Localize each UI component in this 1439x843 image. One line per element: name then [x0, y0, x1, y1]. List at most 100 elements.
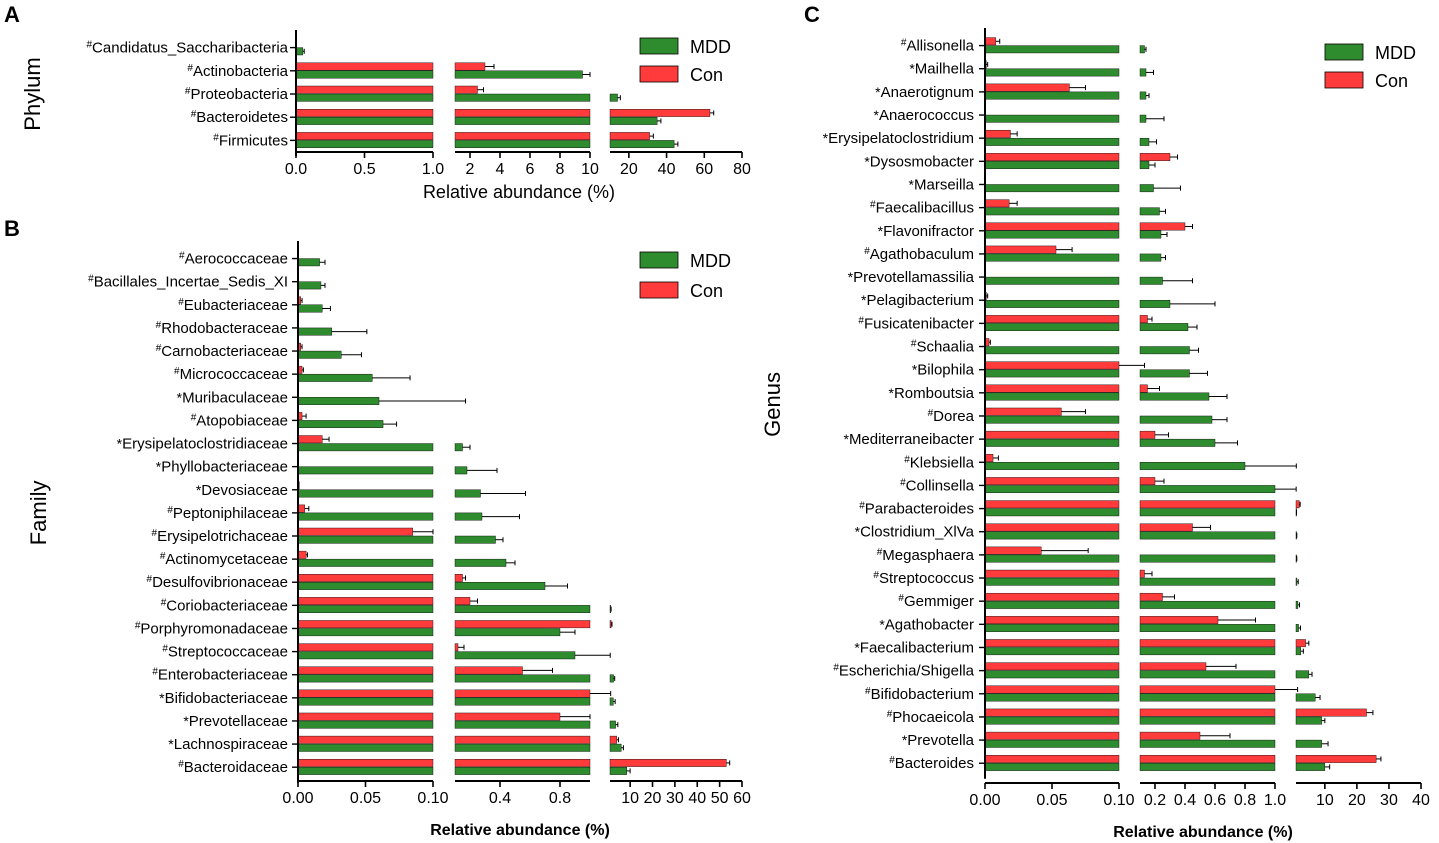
legend-label-mdd: MDD	[1375, 43, 1416, 63]
x-tick-label: 30	[1380, 792, 1398, 809]
significance-mark: #	[162, 644, 168, 655]
bar-mdd-18-seg0	[297, 674, 434, 683]
bar-mdd-14-seg0	[297, 582, 434, 590]
bar-mdd-17-seg1	[454, 651, 576, 660]
category-label: #Actinobacteria	[187, 63, 288, 80]
bar-mdd-3-seg1	[454, 116, 591, 125]
category-name: Escherichia/Shigella	[839, 663, 975, 680]
category-label: *Muribaculaceae	[177, 389, 288, 406]
category-label: #Actinomycetaceae	[160, 551, 288, 568]
bar-mdd-3-seg0	[295, 116, 434, 125]
bar-con-19-seg0	[984, 477, 1120, 486]
category-label: *Romboutsia	[889, 385, 975, 402]
bar-mdd-0-seg0	[295, 47, 304, 56]
significance-mark: #	[178, 297, 184, 308]
category-label: #Escherichia/Shigella	[833, 663, 974, 680]
bar-con-28-seg1	[1139, 685, 1276, 694]
bar-con-27-seg0	[984, 662, 1120, 671]
bar-con-19-seg1	[454, 689, 591, 698]
category-label: #Coriobacteriaceae	[161, 597, 288, 614]
significance-mark: #	[174, 366, 180, 377]
category-name: Mailhella	[915, 61, 975, 78]
bar-mdd-4-seg0	[297, 350, 342, 359]
bar-mdd-1-seg0	[295, 70, 434, 79]
bar-mdd-22-seg0	[984, 554, 1120, 563]
x-tick-label: 60	[695, 161, 713, 178]
x-axis-title: Relative abundance (%)	[423, 182, 615, 202]
bar-con-3-seg0	[295, 108, 434, 117]
category-label: #Erysipelotrichaceae	[152, 528, 288, 545]
category-label: *Phyllobacteriaceae	[156, 459, 288, 476]
bar-con-31-seg1	[1139, 755, 1276, 763]
significance-mark: #	[870, 200, 876, 211]
bar-con-25-seg0	[984, 616, 1120, 624]
category-name: Firmicutes	[219, 132, 288, 149]
bar-mdd-16-seg0	[297, 628, 434, 637]
bar-con-11-seg0	[297, 504, 305, 513]
bar-mdd-2-seg0	[984, 91, 1120, 100]
bar-mdd-25-seg2	[1295, 624, 1299, 632]
category-name: Bifidobacterium	[871, 686, 974, 703]
significance-mark: #	[213, 132, 219, 143]
bar-mdd-3-seg1	[1139, 114, 1147, 123]
category-label: #Parabacteroides	[859, 501, 974, 518]
category-name: Dorea	[933, 408, 975, 425]
bar-con-3-seg1	[454, 108, 591, 117]
legend-swatch-mdd	[639, 251, 679, 269]
significance-mark: #	[859, 501, 865, 512]
bar-con-17-seg1	[454, 643, 459, 652]
category-name: Fusicatenibacter	[864, 315, 974, 332]
significance-mark: #	[152, 667, 158, 678]
bar-con-16-seg2	[609, 620, 612, 629]
bar-mdd-1-seg0	[297, 281, 322, 290]
significance-mark: #	[167, 505, 173, 516]
bar-mdd-14-seg1	[454, 582, 546, 590]
bar-con-23-seg0	[984, 569, 1120, 578]
bar-mdd-8-seg0	[984, 230, 1120, 239]
bar-mdd-18-seg1	[454, 674, 591, 683]
significance-mark: #	[833, 663, 839, 674]
category-label: #Bacillales_Incertae_Sedis_XI	[88, 274, 288, 291]
bar-con-8-seg0	[297, 435, 323, 444]
bar-mdd-27-seg1	[1139, 670, 1276, 679]
bar-mdd-4-seg1	[1139, 137, 1150, 146]
category-label: #Carnobacteriaceae	[156, 343, 288, 360]
bar-mdd-21-seg1	[454, 743, 591, 752]
category-name: Aerococcaceae	[185, 251, 288, 268]
bar-con-4-seg0	[295, 132, 434, 140]
category-label: #Enterobacteriaceae	[152, 667, 288, 684]
bar-mdd-0-seg0	[297, 258, 320, 267]
significance-mark: #	[858, 315, 864, 326]
bar-mdd-30-seg1	[1139, 739, 1276, 748]
bar-con-14-seg0	[297, 574, 434, 582]
bar-mdd-22-seg2	[609, 767, 627, 775]
bar-mdd-22-seg1	[454, 767, 591, 775]
significance-mark: *	[855, 524, 861, 540]
x-tick-label: 8	[556, 161, 565, 178]
bar-con-0-seg0	[984, 37, 996, 46]
category-name: Phocaeicola	[892, 709, 974, 726]
significance-mark: *	[912, 362, 918, 378]
category-name: Schaalia	[916, 339, 974, 356]
bar-mdd-31-seg0	[984, 763, 1120, 771]
y-axis-title: Genus	[760, 372, 785, 437]
category-name: Bacteroidetes	[196, 109, 288, 126]
bar-mdd-4-seg1	[454, 140, 591, 148]
category-name: Parabacteroides	[865, 501, 974, 518]
significance-mark: #	[156, 343, 162, 354]
significance-mark: #	[877, 547, 883, 558]
bar-mdd-15-seg1	[1139, 392, 1210, 401]
bar-mdd-5-seg1	[1139, 161, 1150, 169]
x-tick-label: 50	[711, 790, 729, 807]
category-name: Prevotellamassilia	[853, 269, 975, 286]
bar-mdd-20-seg0	[297, 720, 434, 729]
bar-con-29-seg0	[984, 708, 1120, 717]
bar-mdd-22-seg1	[1139, 554, 1276, 563]
category-name: Atopobiaceae	[196, 412, 288, 429]
significance-mark: #	[873, 570, 879, 581]
bar-mdd-23-seg1	[1139, 577, 1276, 586]
bar-con-29-seg1	[1139, 708, 1276, 717]
x-tick-label: 0.00	[282, 790, 313, 807]
bar-mdd-10-seg0	[984, 276, 1120, 285]
x-tick-label: 0.2	[1144, 792, 1166, 809]
